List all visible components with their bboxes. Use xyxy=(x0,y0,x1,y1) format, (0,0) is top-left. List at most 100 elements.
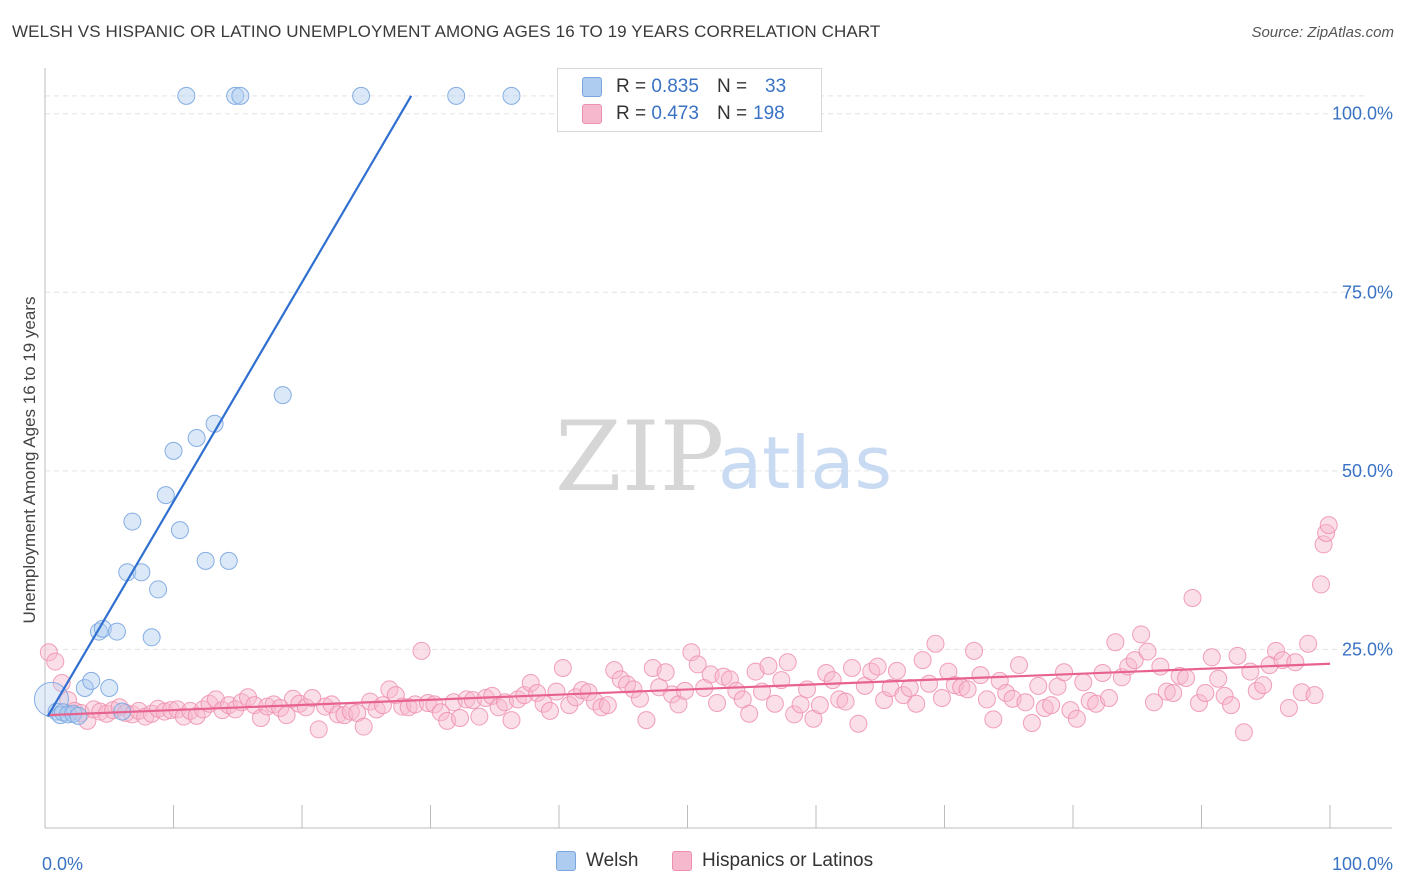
hispanic-point-177 xyxy=(1177,669,1196,687)
watermark-atlas: atlas xyxy=(718,421,892,505)
n-value: 33 xyxy=(765,76,787,97)
hispanic-point-194 xyxy=(1286,653,1305,672)
legend-item-hispanic[interactable]: Hispanics or Latinos xyxy=(672,850,873,872)
y-tick-label-100: 100.0% xyxy=(1332,104,1393,124)
welsh-point-27 xyxy=(226,86,245,105)
hispanic-point-193 xyxy=(1279,699,1298,717)
trend-layer xyxy=(46,95,1331,718)
hispanic-point-166 xyxy=(1106,633,1125,652)
r-value: 0.473 xyxy=(651,103,699,124)
welsh-point-30 xyxy=(352,86,371,105)
welsh-point-24 xyxy=(196,551,215,570)
legend-row-hispanic: R = 0.473 N = 198 xyxy=(582,102,785,126)
hispanic-point-199 xyxy=(1314,535,1333,554)
hispanic-point-143 xyxy=(958,680,977,699)
welsh-points xyxy=(33,86,521,725)
hispanic-point-147 xyxy=(984,710,1003,729)
hispanic-point-41 xyxy=(303,689,322,707)
hispanic-point-160 xyxy=(1067,709,1086,728)
welsh-point-29 xyxy=(273,386,292,405)
watermark-zip: ZIP xyxy=(555,401,724,513)
hispanic-point-120 xyxy=(810,696,829,715)
n-label: N = xyxy=(716,76,748,97)
r-label: R = xyxy=(616,76,647,97)
stats-legend: R = 0.835 N = 33 R = 0.473 N = 198 xyxy=(557,68,822,132)
hispanic-point-72 xyxy=(502,711,521,730)
y-axis-title: Unemployment Among Ages 16 to 19 years xyxy=(20,296,39,624)
hispanic-point-126 xyxy=(849,714,868,733)
hispanic-point-146 xyxy=(977,690,996,709)
hispanic-point-104 xyxy=(708,694,727,712)
welsh-point-12 xyxy=(107,622,126,641)
welsh-point-18 xyxy=(149,580,168,599)
hispanic-point-67 xyxy=(470,707,489,726)
welsh-point-32 xyxy=(502,86,521,105)
hispanic-point-64 xyxy=(451,709,470,727)
legend-item-welsh[interactable]: Welsh xyxy=(556,850,638,872)
welsh-point-17 xyxy=(142,628,161,647)
hispanic-point-145 xyxy=(971,666,990,685)
hispanic-point-136 xyxy=(913,651,932,670)
hispanic-point-176 xyxy=(1170,666,1189,685)
hispanic-point-1 xyxy=(46,652,65,671)
hispanic-point-169 xyxy=(1125,651,1144,670)
hispanic-point-156 xyxy=(1042,696,1061,715)
hispanic-point-8 xyxy=(91,702,110,721)
hispanic-point-0 xyxy=(39,643,58,662)
x-tick-label-max: 100.0% xyxy=(1332,854,1393,874)
hispanic-point-92 xyxy=(630,689,649,708)
hispanic-trend-line xyxy=(47,662,1331,717)
welsh-point-31 xyxy=(447,86,466,105)
hispanic-point-116 xyxy=(785,705,804,724)
hispanic-point-139 xyxy=(932,689,951,707)
hispanic-swatch xyxy=(582,104,602,124)
hispanic-point-132 xyxy=(887,661,906,680)
welsh-point-0 xyxy=(33,681,69,717)
hispanic-point-196 xyxy=(1299,634,1318,653)
x-tick-label-min: 0.0% xyxy=(42,854,83,874)
hispanic-point-36 xyxy=(271,699,290,717)
legend-row-welsh: R = 0.835 N = 33 xyxy=(582,75,786,99)
hispanic-point-161 xyxy=(1074,673,1093,692)
hispanic-point-88 xyxy=(605,661,624,680)
hispanic-point-29 xyxy=(226,700,245,719)
hispanic-point-113 xyxy=(765,694,784,713)
hispanic-point-121 xyxy=(817,664,836,682)
welsh-point-11 xyxy=(100,679,119,697)
series-legend: Welsh Hispanics or Latinos xyxy=(0,850,1406,878)
hispanic-point-125 xyxy=(842,659,861,677)
welsh-point-6 xyxy=(69,706,88,725)
n-value: 198 xyxy=(753,103,785,124)
hispanic-point-91 xyxy=(624,680,643,699)
r-label: R = xyxy=(616,103,647,124)
welsh-trend-line xyxy=(46,95,413,718)
hispanic-point-54 xyxy=(386,686,405,705)
hispanic-point-134 xyxy=(900,679,919,697)
hispanic-point-135 xyxy=(907,694,926,713)
grid-layer xyxy=(45,95,1365,650)
hispanic-point-33 xyxy=(251,709,270,727)
hispanic-point-154 xyxy=(1029,676,1048,695)
hispanic-point-172 xyxy=(1144,693,1163,712)
hispanic-point-173 xyxy=(1151,657,1170,676)
welsh-point-26 xyxy=(219,551,238,570)
welsh-point-20 xyxy=(164,441,183,460)
hispanic-point-75 xyxy=(521,674,540,692)
hispanic-point-138 xyxy=(926,634,945,653)
welsh-swatch xyxy=(582,77,602,97)
hispanic-point-178 xyxy=(1183,589,1202,607)
hispanic-point-115 xyxy=(778,653,797,672)
hispanic-point-109 xyxy=(740,704,759,723)
welsh-point-28 xyxy=(231,86,250,105)
hispanic-point-117 xyxy=(791,695,810,714)
y-tick-label-25: 25.0% xyxy=(1342,639,1393,659)
welsh-point-19 xyxy=(156,486,175,505)
source-label[interactable]: Source: ZipAtlas.com xyxy=(1251,24,1394,41)
chart-title: WELSH VS HISPANIC OR LATINO UNEMPLOYMENT… xyxy=(12,22,881,41)
hispanic-point-191 xyxy=(1267,641,1286,660)
hispanic-point-183 xyxy=(1215,686,1234,705)
welsh-legend-swatch xyxy=(556,851,576,871)
welsh-point-7 xyxy=(75,679,94,697)
hispanic-points xyxy=(39,516,1338,742)
hispanic-point-123 xyxy=(830,690,849,709)
